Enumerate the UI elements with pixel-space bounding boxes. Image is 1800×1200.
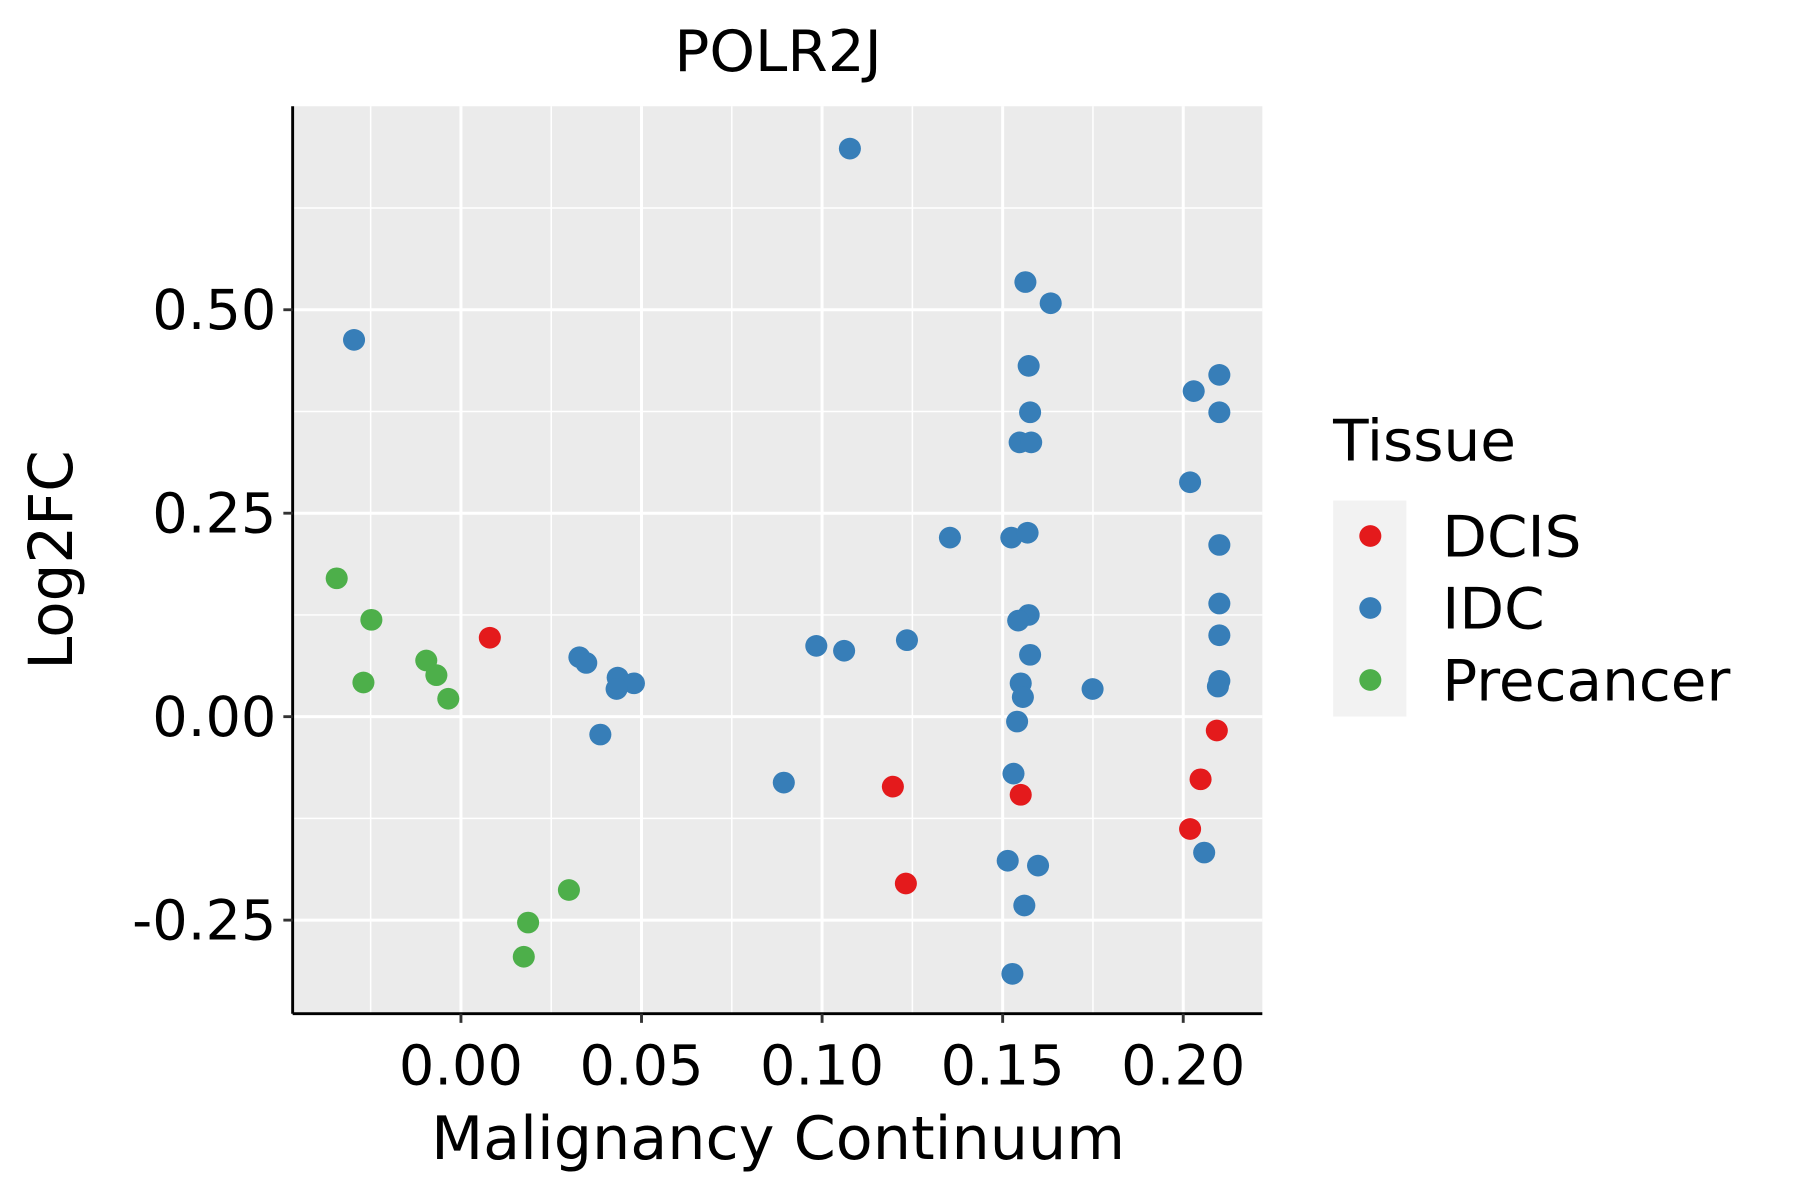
y-tick-label: 0.00 (152, 686, 276, 749)
data-point-idc (1027, 854, 1050, 877)
data-point-idc (1193, 841, 1216, 864)
data-point-idc (1013, 894, 1036, 917)
data-point-idc (1208, 534, 1231, 556)
legend-key-idc (1359, 597, 1382, 619)
legend-key-precancer (1359, 669, 1382, 691)
data-point-idc (605, 678, 628, 700)
data-point-precancer (557, 879, 580, 901)
data-point-precancer (437, 687, 460, 710)
data-point-dcis (1009, 783, 1032, 806)
data-point-idc (805, 635, 828, 657)
data-point-idc (622, 672, 645, 695)
data-point-precancer (352, 671, 375, 694)
legend-label-dcis: DCIS (1442, 504, 1581, 570)
data-point-precancer (512, 945, 535, 968)
data-point-idc (1182, 380, 1205, 402)
data-point-idc (1002, 762, 1025, 785)
axis-ticks: 0.00 0.05 0.10 0.15 0.20 -0.25 0.00 0.25 0.50 (132, 280, 1245, 1099)
data-point-precancer (325, 567, 348, 590)
data-point-idc (1081, 678, 1104, 700)
data-point-precancer (425, 664, 448, 687)
data-point-idc (1208, 592, 1231, 615)
x-tick-label: 0.05 (579, 1035, 703, 1098)
data-point-idc (1001, 962, 1024, 985)
data-point-idc (589, 723, 612, 746)
data-point-idc (1006, 710, 1029, 733)
data-point-idc (838, 137, 861, 160)
data-point-precancer (517, 911, 540, 934)
data-point-idc (1208, 363, 1231, 386)
chart-title: POLR2J (674, 18, 881, 84)
data-point-idc (833, 639, 856, 662)
data-point-idc (1011, 686, 1034, 708)
x-axis-label: Malignancy Continuum (431, 1104, 1125, 1173)
legend-label-precancer: Precancer (1442, 648, 1730, 714)
data-point-idc (1019, 643, 1042, 666)
x-tick-label: 0.00 (399, 1035, 523, 1098)
y-tick-label: -0.25 (132, 890, 276, 953)
data-point-idc (1208, 624, 1231, 647)
data-point-dcis (478, 626, 501, 649)
legend-title: Tissue (1332, 408, 1516, 474)
x-tick-label: 0.10 (760, 1035, 884, 1098)
data-point-idc (772, 771, 795, 794)
data-point-idc (575, 652, 598, 674)
data-point-idc (938, 526, 961, 549)
data-point-idc (1007, 609, 1030, 632)
data-point-idc (996, 849, 1019, 872)
data-point-idc (1206, 675, 1229, 698)
data-point-dcis (881, 775, 904, 798)
data-point-idc (1179, 471, 1202, 494)
legend-label-idc: IDC (1442, 576, 1544, 642)
data-point-idc (1016, 521, 1039, 544)
data-point-idc (1017, 355, 1040, 377)
x-tick-label: 0.15 (941, 1035, 1065, 1098)
data-point-idc (1020, 431, 1043, 454)
x-tick-label: 0.20 (1121, 1035, 1245, 1098)
data-point-idc (1019, 401, 1042, 424)
y-tick-label: 0.50 (152, 280, 276, 343)
data-point-idc (1014, 271, 1037, 293)
y-tick-label: 0.25 (152, 483, 276, 546)
data-point-idc (1039, 292, 1062, 315)
data-points (325, 137, 1231, 985)
data-point-dcis (1179, 818, 1202, 840)
legend-key-dcis (1359, 525, 1382, 547)
plot-panel (292, 106, 1263, 1014)
data-point-precancer (360, 608, 383, 631)
y-axis-label: Log2FC (17, 450, 88, 670)
data-point-dcis (1189, 768, 1212, 791)
data-point-idc (343, 328, 366, 351)
data-point-idc (1208, 401, 1231, 424)
data-point-dcis (1205, 719, 1228, 742)
data-point-idc (895, 629, 918, 652)
data-point-dcis (894, 872, 917, 895)
